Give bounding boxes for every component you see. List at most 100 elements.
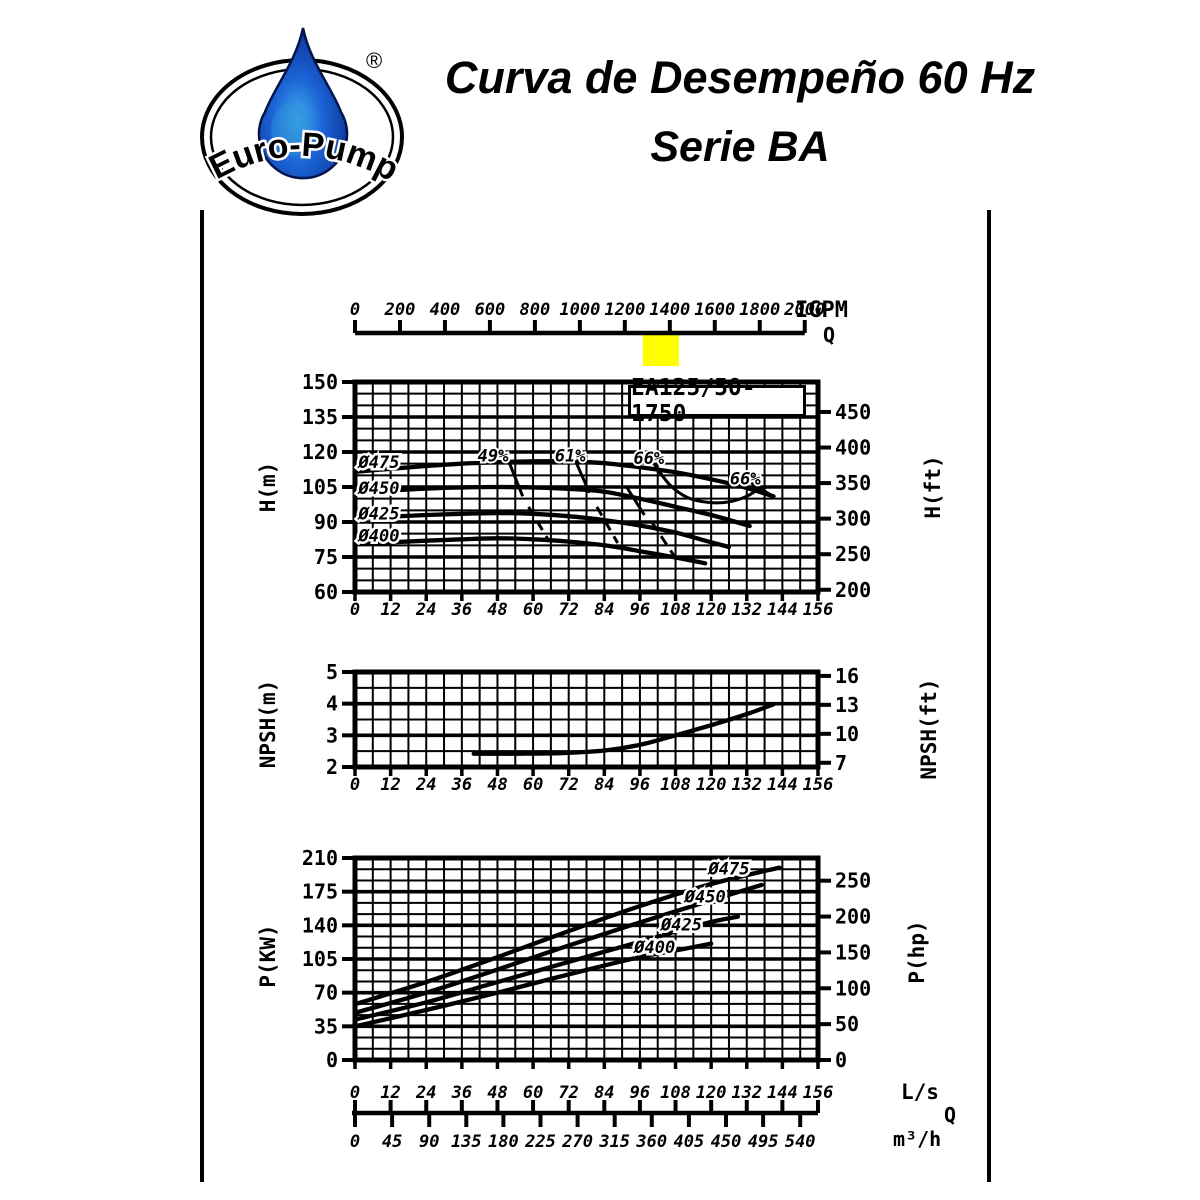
x-tick-label: 108 xyxy=(660,600,691,620)
chart-npsh: 2 3 4 5 7 10 13 16 0 12 24 36 48 60 72 84 96 108 120 132 144… xyxy=(326,660,859,795)
y-left-tick-label: 140 xyxy=(302,913,338,937)
m3h-tick-label: 540 xyxy=(785,1132,816,1152)
y-left-tick-label: 4 xyxy=(326,692,338,716)
x-tick-label: 156 xyxy=(803,600,834,620)
x-tick-label: 120 xyxy=(696,600,727,620)
x-tick-label: 24 xyxy=(415,775,436,795)
p-hp-axis-label: P(hp) xyxy=(905,920,929,984)
x-tick-label: 84 xyxy=(594,600,614,620)
p-kw-axis-label: P(KW) xyxy=(256,924,280,988)
x-tick-label: 156 xyxy=(803,775,834,795)
y-right-tick-label: 300 xyxy=(835,507,871,531)
m3h-tick-label: 315 xyxy=(598,1132,630,1152)
x-tick-label: 144 xyxy=(767,775,798,795)
efficiency-island xyxy=(653,463,764,505)
curve-label-o475: Ø475 xyxy=(706,860,749,880)
curve-label-o450: Ø450 xyxy=(683,887,726,907)
ls-tick-label: 48 xyxy=(487,1083,507,1103)
right-page-border xyxy=(987,210,991,1182)
ls-tick-label: 24 xyxy=(415,1083,436,1103)
y-left-tick-label: 135 xyxy=(302,405,338,429)
ls-tick-label: 132 xyxy=(731,1083,762,1103)
igpm-tick-label: 1400 xyxy=(649,300,690,320)
curve-o425 xyxy=(352,510,732,550)
x-tick-label: 84 xyxy=(594,775,614,795)
x-tick-label: 12 xyxy=(380,775,400,795)
y-left-tick-label: 105 xyxy=(302,947,338,971)
y-left-tick-label: 60 xyxy=(314,580,338,604)
x-tick-label: 24 xyxy=(415,600,436,620)
m3h-tick-label: 360 xyxy=(635,1132,667,1152)
x-tick-label: 12 xyxy=(380,600,400,620)
curve-o400 xyxy=(352,536,708,566)
curve-label-o475: Ø475 xyxy=(357,453,400,473)
m3h-tick-label: 405 xyxy=(674,1132,705,1152)
igpm-tick-label: 1200 xyxy=(604,300,645,320)
curve-o475 xyxy=(352,458,776,499)
m3h-tick-label: 495 xyxy=(748,1132,779,1152)
x-tick-label: 108 xyxy=(660,775,691,795)
x-tick-label: 132 xyxy=(731,600,762,620)
plot-border xyxy=(352,855,821,1063)
m3h-tick-label: 45 xyxy=(382,1132,402,1152)
x-tick-label: 72 xyxy=(558,775,578,795)
x-tick-label: 36 xyxy=(451,600,472,620)
y-left-tick-label: 5 xyxy=(326,660,338,684)
y-left-tick-label: 70 xyxy=(314,981,338,1005)
m3h-tick-label: 270 xyxy=(561,1132,593,1152)
chart-head: 60 75 90 105 120 135 150 200 250 300 350 400 450 0 12 2… xyxy=(302,370,871,620)
y-right-tick-label: 100 xyxy=(835,976,871,1000)
npsh-ft-axis-label: NPSH(ft) xyxy=(917,678,941,780)
x-tick-label: 48 xyxy=(487,775,507,795)
curve-label-o450: Ø450 xyxy=(357,479,400,499)
x-tick-label: 96 xyxy=(630,775,650,795)
plot-border xyxy=(352,669,821,770)
ls-tick-label: 84 xyxy=(594,1083,614,1103)
water-drop-highlight xyxy=(271,104,311,156)
ls-tick-label: 120 xyxy=(696,1083,727,1103)
y-right-tick-label: 350 xyxy=(835,471,871,495)
y-left-tick-label: 150 xyxy=(302,370,338,394)
curve-NPSH xyxy=(471,702,776,756)
x-tick-label: 144 xyxy=(767,600,798,620)
ls-tick-label: 36 xyxy=(451,1083,472,1103)
x-tick-label: 0 xyxy=(350,600,360,620)
q-axis: 0 12 24 36 48 60 72 84 96 108 120 132 144 156 0 45 90 135… xyxy=(350,1083,833,1152)
efficiency-line xyxy=(506,458,525,497)
ls-tick-label: 72 xyxy=(558,1083,578,1103)
plot-border xyxy=(352,379,821,595)
y-left-tick-label: 2 xyxy=(326,755,338,779)
x-tick-label: 36 xyxy=(451,775,472,795)
igpm-tick-label: 200 xyxy=(384,300,416,320)
curve-o450 xyxy=(352,882,764,1016)
y-left-tick-label: 0 xyxy=(326,1048,338,1072)
ls-tick-label: 156 xyxy=(803,1083,834,1103)
highlight-marker xyxy=(642,335,679,366)
y-right-tick-label: 150 xyxy=(835,940,871,964)
ls-tick-label: 0 xyxy=(350,1083,360,1103)
ls-tick-label: 12 xyxy=(380,1083,400,1103)
x-tick-label: 72 xyxy=(558,600,578,620)
x-tick-label: 60 xyxy=(523,600,543,620)
y-right-tick-label: 250 xyxy=(835,542,871,566)
igpm-axis: 0 200 400 600 800 1000 1200 1400 1600 1800 2000 xyxy=(350,300,825,366)
y-right-tick-label: 50 xyxy=(835,1012,859,1036)
y-right-tick-label: 250 xyxy=(835,869,871,893)
page-title: Curva de Desempeño 60 Hz xyxy=(444,52,1036,103)
curve-label-o425: Ø425 xyxy=(357,505,400,525)
y-left-tick-label: 210 xyxy=(302,846,338,870)
x-tick-label: 132 xyxy=(731,775,762,795)
chart-power: 0 35 70 105 140 175 210 0 50 100 150 200 250 Ø475 Ø450… xyxy=(302,846,871,1072)
npsh-m-axis-label: NPSH(m) xyxy=(256,679,280,769)
y-right-tick-label: 200 xyxy=(835,578,871,602)
igpm-tick-label: 400 xyxy=(430,300,461,320)
y-left-tick-label: 105 xyxy=(302,475,338,499)
efficiency-line xyxy=(625,486,646,516)
m3h-tick-label: 225 xyxy=(524,1132,556,1152)
igpm-tick-label: 1000 xyxy=(559,300,600,320)
euro-pump-logo: Euro-Pump ® xyxy=(200,27,407,216)
model-label: EA125/50-1750 xyxy=(628,375,806,427)
y-left-tick-label: 175 xyxy=(302,880,338,904)
ls-unit-label: L/s xyxy=(901,1080,939,1104)
